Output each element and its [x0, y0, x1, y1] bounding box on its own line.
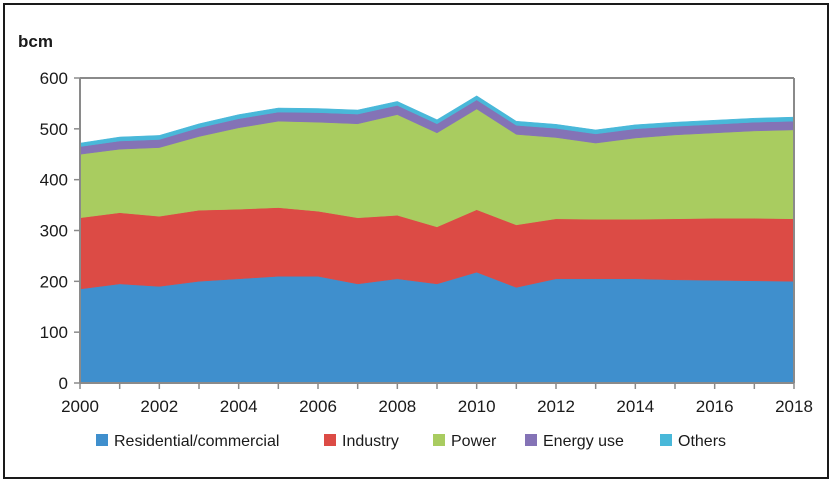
x-tick-label: 2012: [537, 397, 575, 416]
x-tick-label: 2000: [61, 397, 99, 416]
y-tick-label: 200: [40, 272, 68, 291]
y-tick-label: 100: [40, 323, 68, 342]
legend-label: Energy use: [543, 433, 624, 450]
legend-item-others: Others: [660, 433, 726, 450]
legend-swatch: [96, 434, 108, 446]
x-tick-label: 2018: [775, 397, 813, 416]
area-series-group: [80, 96, 794, 383]
legend-label: Power: [451, 433, 497, 450]
legend-swatch: [525, 434, 537, 446]
y-tick-label: 500: [40, 120, 68, 139]
x-tick-labels: 2000 2002 2004 2006 2008 2010 2012 2014 2016 2018: [61, 397, 813, 416]
x-tick-label: 2002: [140, 397, 178, 416]
legend-swatch: [660, 434, 672, 446]
legend-item-energy-use: Energy use: [525, 433, 624, 450]
legend-swatch: [324, 434, 336, 446]
y-tick-labels: 0 100 200 300 400 500 600: [40, 69, 68, 393]
legend-label: Residential/commercial: [114, 433, 279, 450]
legend-label: Industry: [342, 433, 399, 450]
x-tick-label: 2006: [299, 397, 337, 416]
legend: Residential/commercial Industry Power Energ…: [96, 433, 726, 450]
x-tick-label: 2014: [616, 397, 654, 416]
y-tick-label: 400: [40, 171, 68, 190]
stacked-area-chart: bcm 0 100 200 300 400 500 600 2000 2002 2004 2006…: [0, 0, 836, 485]
legend-item-residential-commercial: Residential/commercial: [96, 433, 279, 450]
legend-item-power: Power: [433, 433, 497, 450]
x-tick-label: 2008: [378, 397, 416, 416]
x-tick-label: 2004: [220, 397, 258, 416]
y-tick-label: 600: [40, 69, 68, 88]
y-tick-label: 0: [59, 374, 68, 393]
y-tick-label: 300: [40, 222, 68, 241]
legend-label: Others: [678, 433, 726, 450]
area-residential-commercial: [80, 272, 794, 383]
x-tick-label: 2010: [458, 397, 496, 416]
x-tick-label: 2016: [696, 397, 734, 416]
legend-item-industry: Industry: [324, 433, 399, 450]
legend-swatch: [433, 434, 445, 446]
y-axis-unit-label: bcm: [18, 32, 53, 51]
